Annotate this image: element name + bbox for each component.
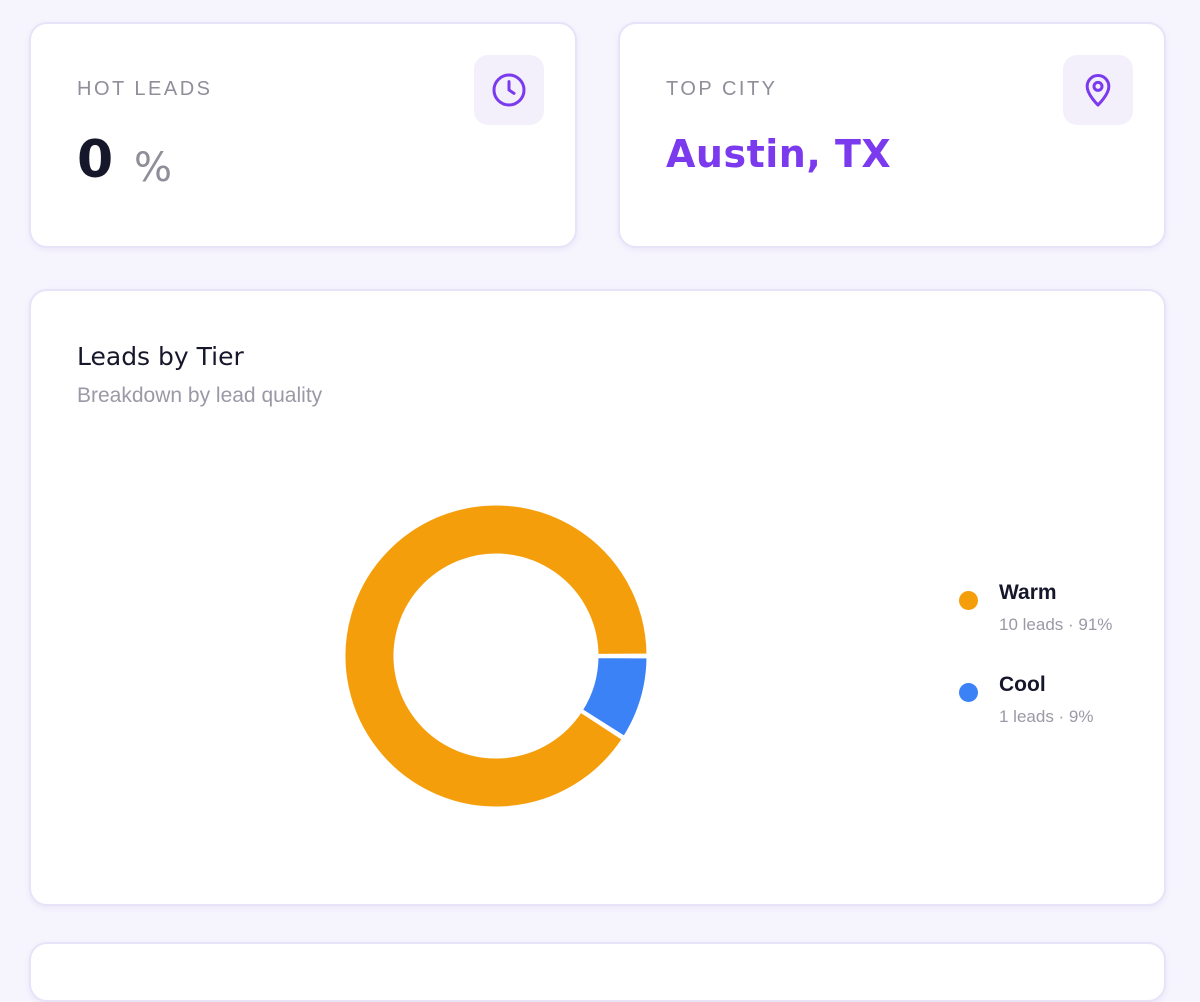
next-card [29,942,1166,1002]
legend-detail-warm: 10 leads · 91% [999,615,1113,634]
chart-subtitle: Breakdown by lead quality [77,384,323,407]
legend-label-warm: Warm [999,581,1057,604]
top-city-icon-box [1063,55,1133,125]
hot-leads-unit: % [134,145,173,191]
hot-leads-label: HOT LEADS [77,78,213,100]
donut-slice-cool[interactable] [579,655,650,740]
top-city-label: TOP CITY [666,78,778,100]
top-city-card: TOP CITY Austin, TX [618,22,1166,248]
hot-leads-card: HOT LEADS 0 % [29,22,577,248]
clock-icon [492,73,526,107]
top-city-value: Austin, TX [666,132,892,176]
legend-dot-warm [959,591,978,610]
map-pin-icon [1085,74,1111,107]
donut-chart [342,502,650,810]
hot-leads-value: 0 [77,130,114,190]
legend-label-cool: Cool [999,673,1046,696]
legend-dot-cool [959,683,978,702]
hot-leads-icon-box [474,55,544,125]
donut-slice-warm[interactable] [342,502,650,810]
legend-detail-cool: 1 leads · 9% [999,707,1094,726]
chart-title: Leads by Tier [77,342,244,371]
leads-by-tier-card: Leads by Tier Breakdown by lead quality … [29,289,1166,906]
